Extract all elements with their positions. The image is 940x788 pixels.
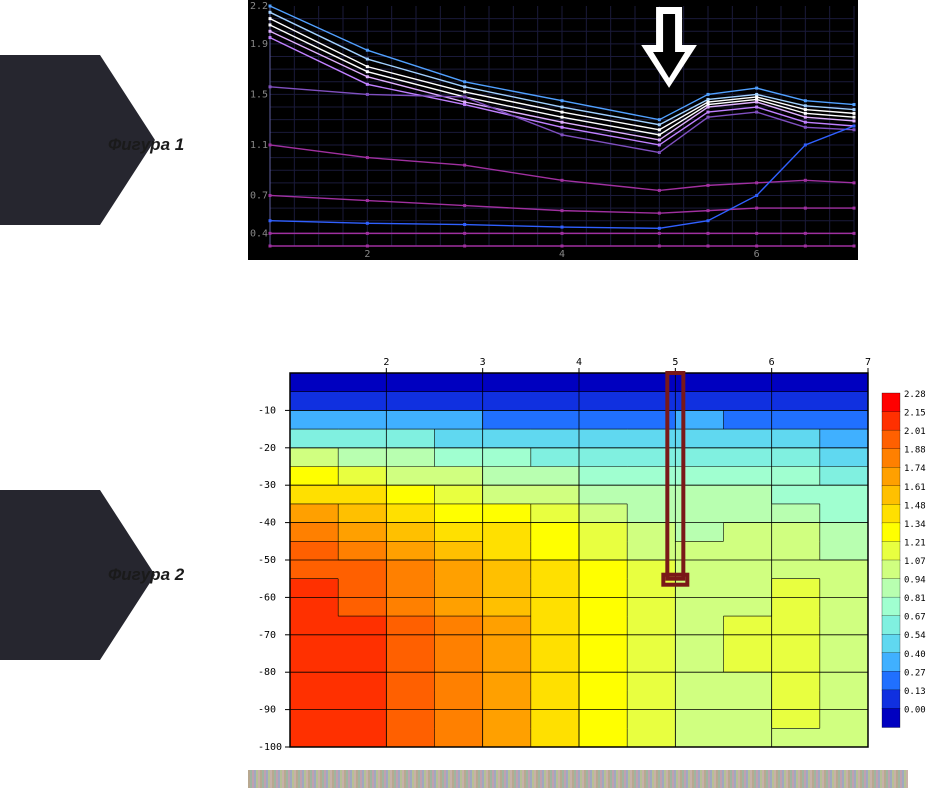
svg-text:-50: -50 — [258, 555, 276, 566]
svg-text:-100: -100 — [258, 742, 282, 753]
svg-text:-90: -90 — [258, 705, 276, 716]
pointer-shape-2 — [0, 490, 100, 660]
svg-text:1.88: 1.88 — [904, 446, 926, 456]
svg-text:5: 5 — [672, 357, 678, 368]
svg-text:1.74: 1.74 — [904, 464, 926, 474]
svg-text:3: 3 — [480, 357, 486, 368]
svg-text:1.9: 1.9 — [250, 39, 268, 50]
svg-text:0.13: 0.13 — [904, 687, 926, 697]
svg-text:1.21: 1.21 — [904, 538, 926, 548]
svg-text:2.15: 2.15 — [904, 409, 926, 419]
svg-text:0.00: 0.00 — [904, 705, 926, 715]
svg-text:-80: -80 — [258, 667, 276, 678]
svg-text:4: 4 — [559, 249, 565, 260]
figure1-label: Фигура 1 — [108, 135, 184, 155]
svg-text:2.2: 2.2 — [250, 1, 268, 12]
svg-text:1.61: 1.61 — [904, 483, 926, 493]
svg-text:0.94: 0.94 — [904, 576, 926, 586]
figure2-label: Фигура 2 — [108, 565, 184, 585]
svg-text:4: 4 — [576, 357, 582, 368]
svg-text:6: 6 — [754, 249, 760, 260]
svg-text:1.1: 1.1 — [250, 140, 268, 151]
figure2-chart: 2 3 4 5 6 7 -10 -20 -30 -40 -50 -60 -70 -80 -90 -100 2.2… — [248, 355, 938, 755]
svg-text:2.01: 2.01 — [904, 427, 926, 437]
svg-text:0.40: 0.40 — [904, 650, 926, 660]
svg-text:0.7: 0.7 — [250, 190, 268, 201]
svg-text:-60: -60 — [258, 592, 276, 603]
svg-text:-40: -40 — [258, 518, 276, 529]
svg-text:6: 6 — [769, 357, 775, 368]
svg-text:0.81: 0.81 — [904, 594, 926, 604]
svg-text:-30: -30 — [258, 480, 276, 491]
svg-text:2.28: 2.28 — [904, 390, 926, 400]
pointer-shape-1 — [0, 55, 100, 225]
svg-text:0.54: 0.54 — [904, 631, 926, 641]
svg-text:1.5: 1.5 — [250, 89, 268, 100]
svg-text:7: 7 — [865, 357, 871, 368]
svg-text:0.27: 0.27 — [904, 668, 926, 678]
figure1-chart: 0.4 0.7 1.1 1.5 1.9 2.2 2 4 6 — [248, 0, 858, 260]
svg-text:-70: -70 — [258, 630, 276, 641]
decorative-noise-bar — [248, 770, 908, 788]
svg-text:2: 2 — [383, 357, 389, 368]
svg-text:-20: -20 — [258, 443, 276, 454]
svg-text:1.34: 1.34 — [904, 520, 926, 530]
svg-text:0.67: 0.67 — [904, 613, 926, 623]
svg-text:1.07: 1.07 — [904, 557, 926, 567]
svg-text:-10: -10 — [258, 405, 276, 416]
svg-text:2: 2 — [364, 249, 370, 260]
svg-text:1.48: 1.48 — [904, 501, 926, 511]
svg-text:0.4: 0.4 — [250, 228, 268, 239]
